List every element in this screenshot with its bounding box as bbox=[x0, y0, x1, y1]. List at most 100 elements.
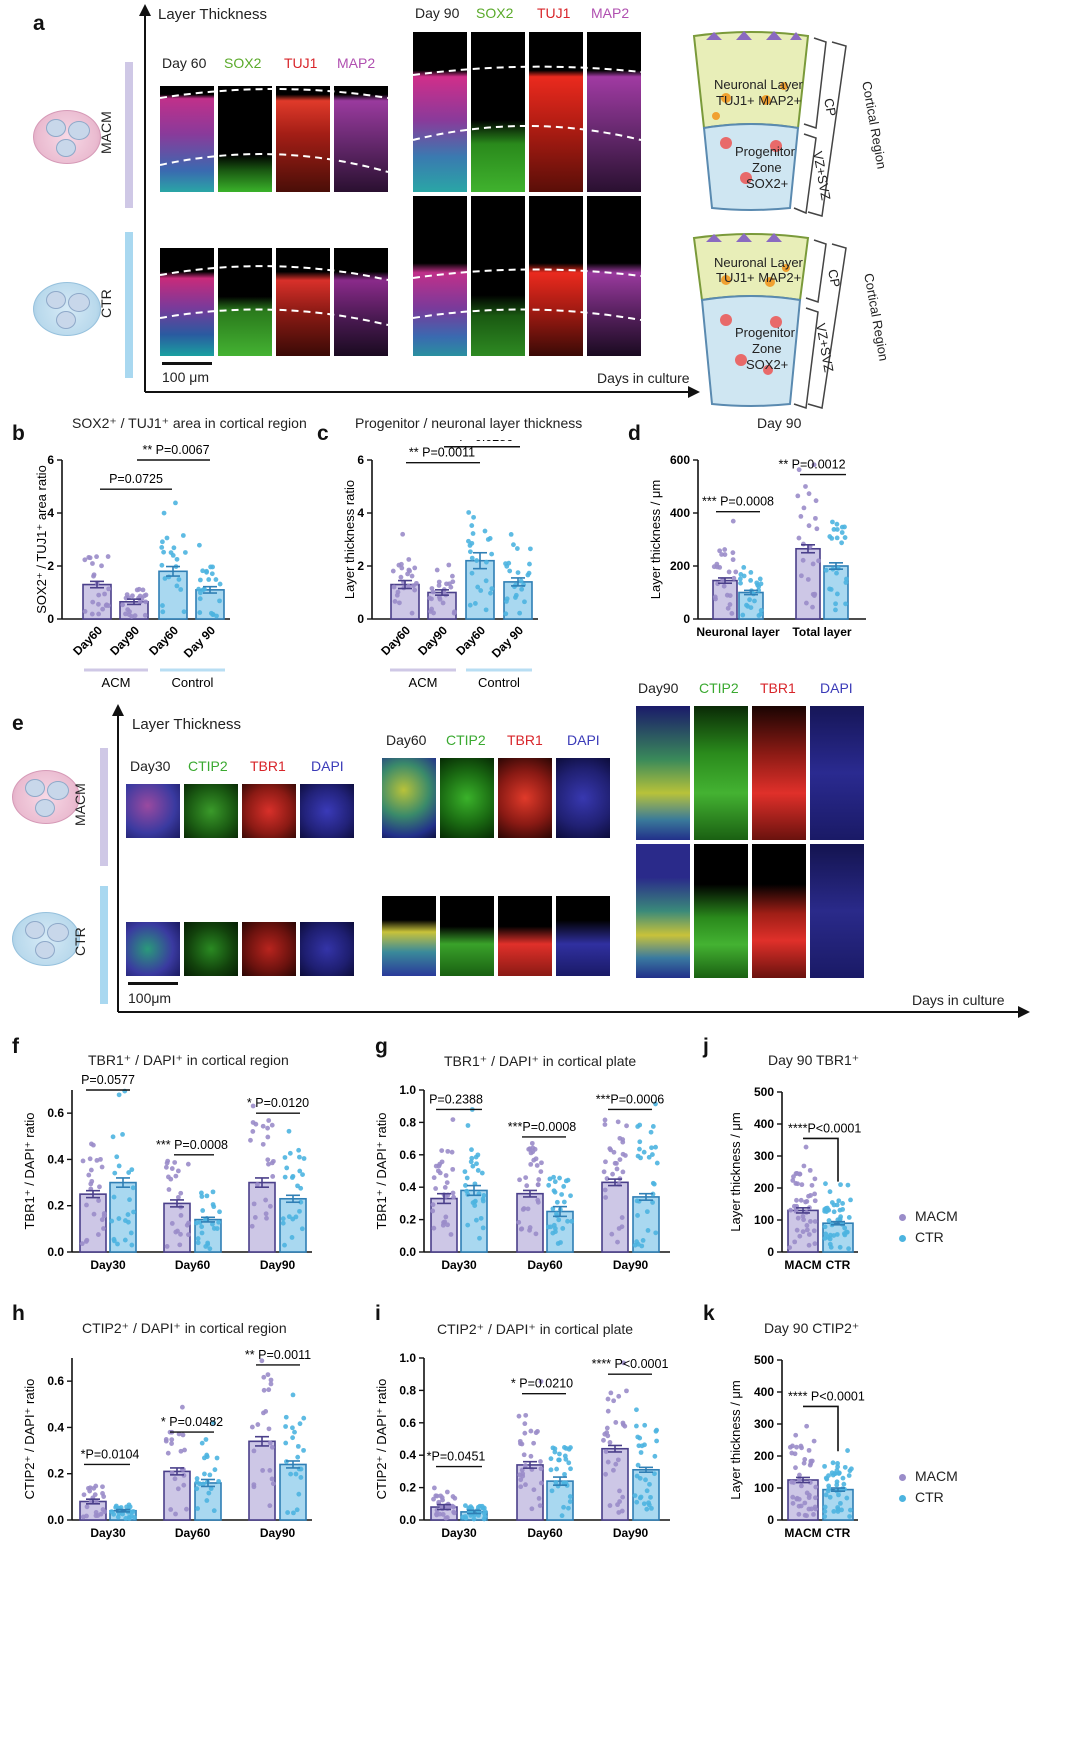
data-point bbox=[835, 1506, 841, 1512]
data-point bbox=[270, 1174, 276, 1179]
scale-label-a: 100 μm bbox=[162, 369, 209, 385]
data-point bbox=[722, 552, 728, 557]
data-point bbox=[614, 1161, 619, 1166]
data-point bbox=[161, 549, 167, 555]
data-point bbox=[250, 1129, 256, 1134]
micrograph-day90-ctr-sox2 bbox=[471, 196, 525, 356]
y-tick-label: 4 bbox=[357, 506, 364, 520]
panel-letter-g: g bbox=[375, 1035, 388, 1058]
data-point bbox=[516, 1219, 522, 1225]
data-point bbox=[160, 609, 166, 615]
data-point bbox=[483, 607, 489, 613]
data-point bbox=[801, 505, 807, 511]
data-point bbox=[805, 577, 811, 582]
data-point bbox=[100, 606, 106, 612]
x-tick-label: Day90 bbox=[613, 1526, 649, 1540]
data-point bbox=[199, 1224, 205, 1230]
data-point bbox=[551, 1188, 557, 1194]
data-point bbox=[267, 1503, 273, 1509]
data-point bbox=[634, 1473, 640, 1479]
micrograph-day90-macm-ctip2-e bbox=[694, 706, 748, 840]
data-point bbox=[527, 546, 533, 552]
data-point bbox=[652, 1471, 657, 1477]
data-point bbox=[81, 1492, 87, 1498]
data-point bbox=[260, 1123, 266, 1129]
panel-letter-h: h bbox=[12, 1302, 25, 1325]
data-point bbox=[268, 1377, 274, 1383]
data-point bbox=[475, 1168, 481, 1173]
data-point bbox=[799, 1483, 804, 1489]
x-tick-label: Day90 bbox=[415, 623, 450, 658]
data-point bbox=[826, 1486, 832, 1491]
chart-g: 0.0 0.2 0.4 0.6 0.8 1.0 TBR1⁺ / DAPI⁺ ratio Day… bbox=[374, 1083, 670, 1272]
data-point bbox=[567, 1499, 573, 1504]
data-point bbox=[809, 1458, 815, 1464]
data-point bbox=[536, 1177, 542, 1182]
chart-k: 0 100 200 300 400 500 Layer thickness / μm MACM… bbox=[728, 1353, 865, 1540]
data-point bbox=[180, 533, 186, 538]
macm-row-bar-e bbox=[100, 748, 108, 866]
data-point bbox=[84, 1202, 89, 1208]
data-point bbox=[483, 559, 489, 565]
data-point bbox=[827, 1494, 833, 1500]
significance-label: * P=0.0286 bbox=[451, 440, 513, 444]
ctr-row-bar bbox=[125, 232, 133, 378]
legend-j-ctr: CTR bbox=[915, 1229, 944, 1245]
y-tick-label: 4 bbox=[47, 506, 54, 520]
data-point bbox=[552, 1449, 558, 1455]
micrograph-day90-macm-tuj1 bbox=[529, 32, 583, 192]
significance-label: * P=0.0120 bbox=[247, 1096, 309, 1110]
data-point bbox=[653, 1144, 658, 1150]
macm-organoid-icon-e bbox=[12, 770, 80, 824]
data-point bbox=[430, 1202, 436, 1208]
data-point bbox=[621, 1360, 626, 1366]
data-point bbox=[559, 1192, 565, 1197]
micrograph-day60-macm-sox2 bbox=[218, 86, 272, 192]
data-point bbox=[206, 1490, 212, 1496]
x-tick-label: Day 90 bbox=[489, 623, 526, 660]
data-point bbox=[806, 1232, 812, 1237]
data-point bbox=[839, 540, 845, 546]
micrograph-day90-macm-tbr1-e bbox=[752, 706, 806, 840]
data-point bbox=[173, 1511, 178, 1517]
data-point bbox=[614, 1166, 620, 1172]
data-point bbox=[730, 550, 736, 556]
schematic-macm-neuronal-markers: TUJ1+ MAP2+ bbox=[716, 93, 802, 108]
data-point bbox=[171, 545, 177, 551]
data-point bbox=[211, 1204, 217, 1210]
data-point bbox=[213, 577, 219, 582]
data-point bbox=[170, 553, 176, 558]
data-point bbox=[797, 1233, 803, 1239]
data-point bbox=[807, 1480, 813, 1485]
data-point bbox=[398, 561, 404, 567]
y-tick-label: 0.8 bbox=[399, 1115, 416, 1129]
data-point bbox=[530, 1149, 536, 1155]
data-point bbox=[609, 1231, 615, 1237]
data-point bbox=[295, 1454, 301, 1460]
y-tick-label: 0.4 bbox=[47, 1420, 64, 1434]
data-point bbox=[504, 599, 509, 604]
data-point bbox=[89, 611, 95, 617]
micrograph-day30-macm-dapi bbox=[300, 784, 354, 838]
data-point bbox=[848, 1197, 853, 1203]
data-point bbox=[833, 607, 838, 613]
data-point bbox=[217, 1209, 222, 1215]
panel-letter-j: j bbox=[703, 1035, 709, 1058]
significance-label: * P=0.0482 bbox=[161, 1415, 223, 1429]
data-point bbox=[161, 510, 167, 516]
data-point bbox=[713, 596, 718, 602]
data-point bbox=[649, 1505, 654, 1511]
significance-label: P=0.0577 bbox=[81, 1073, 135, 1087]
data-point bbox=[545, 1224, 551, 1230]
data-point bbox=[536, 1495, 542, 1501]
data-point bbox=[106, 603, 111, 609]
panel-e-axis-title: Layer Thickness bbox=[132, 716, 241, 733]
data-point bbox=[217, 598, 222, 604]
chart-j-title: Day 90 TBR1⁺ bbox=[768, 1052, 860, 1068]
data-point bbox=[90, 1142, 96, 1148]
data-point bbox=[269, 1160, 275, 1166]
data-point bbox=[197, 610, 203, 615]
data-point bbox=[565, 1177, 571, 1183]
data-point bbox=[847, 1514, 853, 1519]
data-point bbox=[284, 1165, 290, 1171]
